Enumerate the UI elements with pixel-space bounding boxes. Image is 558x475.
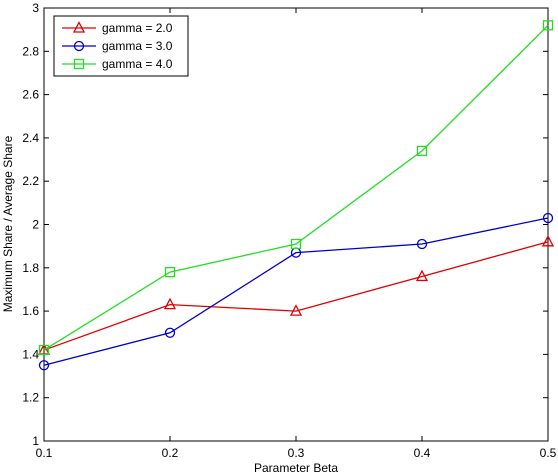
legend-entry: gamma = 3.0 xyxy=(62,39,173,53)
y-tick-label: 1.2 xyxy=(22,391,39,405)
y-tick-label: 1 xyxy=(32,434,39,448)
y-tick-label: 1.6 xyxy=(22,304,39,318)
data-point xyxy=(415,269,429,282)
legend-entry: gamma = 4.0 xyxy=(62,57,173,71)
data-point xyxy=(38,344,50,356)
series-line xyxy=(43,217,549,366)
legend: gamma = 2.0 gamma = 3.0 gamma = 4.0 xyxy=(53,15,189,77)
data-point xyxy=(164,327,176,338)
data-point xyxy=(416,238,428,250)
x-tick-label: 0.2 xyxy=(162,446,179,460)
series-3 xyxy=(38,20,554,356)
y-axis-label: Maximum Share / Average Share xyxy=(1,135,15,312)
series-line xyxy=(43,241,549,351)
x-tick-label: 0.4 xyxy=(414,446,431,460)
legend-label: gamma = 2.0 xyxy=(102,21,173,35)
data-point xyxy=(541,234,555,247)
x-tick-label: 0.3 xyxy=(288,446,305,460)
legend-label: gamma = 3.0 xyxy=(102,39,173,53)
data-point xyxy=(38,360,50,371)
legend-label: gamma = 4.0 xyxy=(102,57,173,71)
data-point xyxy=(416,145,428,157)
series-line xyxy=(43,24,549,351)
y-tick-label: 1.8 xyxy=(22,261,39,275)
legend-marker xyxy=(72,21,86,33)
data-point xyxy=(542,212,554,224)
y-tick-label: 3 xyxy=(32,1,39,15)
legend-marker xyxy=(73,58,85,70)
data-point xyxy=(163,297,177,310)
ticks: 0.1 0.2 0.3 0.4 0.5 1 1.2 1.4 1.6 1.8 2 2.2 2.4 2.6 2.… xyxy=(22,1,556,460)
legend-marker xyxy=(73,40,85,52)
data-point xyxy=(164,266,176,278)
y-tick-label: 1.4 xyxy=(22,347,39,361)
data-point xyxy=(290,238,302,250)
data-point xyxy=(289,304,303,316)
y-tick-label: 2.2 xyxy=(22,174,39,188)
data-point xyxy=(542,20,554,31)
x-tick-label: 0.5 xyxy=(540,446,557,460)
y-tick-label: 2 xyxy=(32,218,39,232)
y-tick-label: 2.4 xyxy=(22,131,39,145)
plot-area xyxy=(43,7,549,442)
series-2 xyxy=(38,212,554,371)
y-tick-label: 2.8 xyxy=(22,44,39,58)
x-axis-label: Parameter Beta xyxy=(254,461,338,475)
y-tick-label: 2.6 xyxy=(22,88,39,102)
series-layer xyxy=(37,20,555,371)
legend-entry: gamma = 2.0 xyxy=(62,21,173,35)
x-tick-label: 0.1 xyxy=(36,446,53,460)
